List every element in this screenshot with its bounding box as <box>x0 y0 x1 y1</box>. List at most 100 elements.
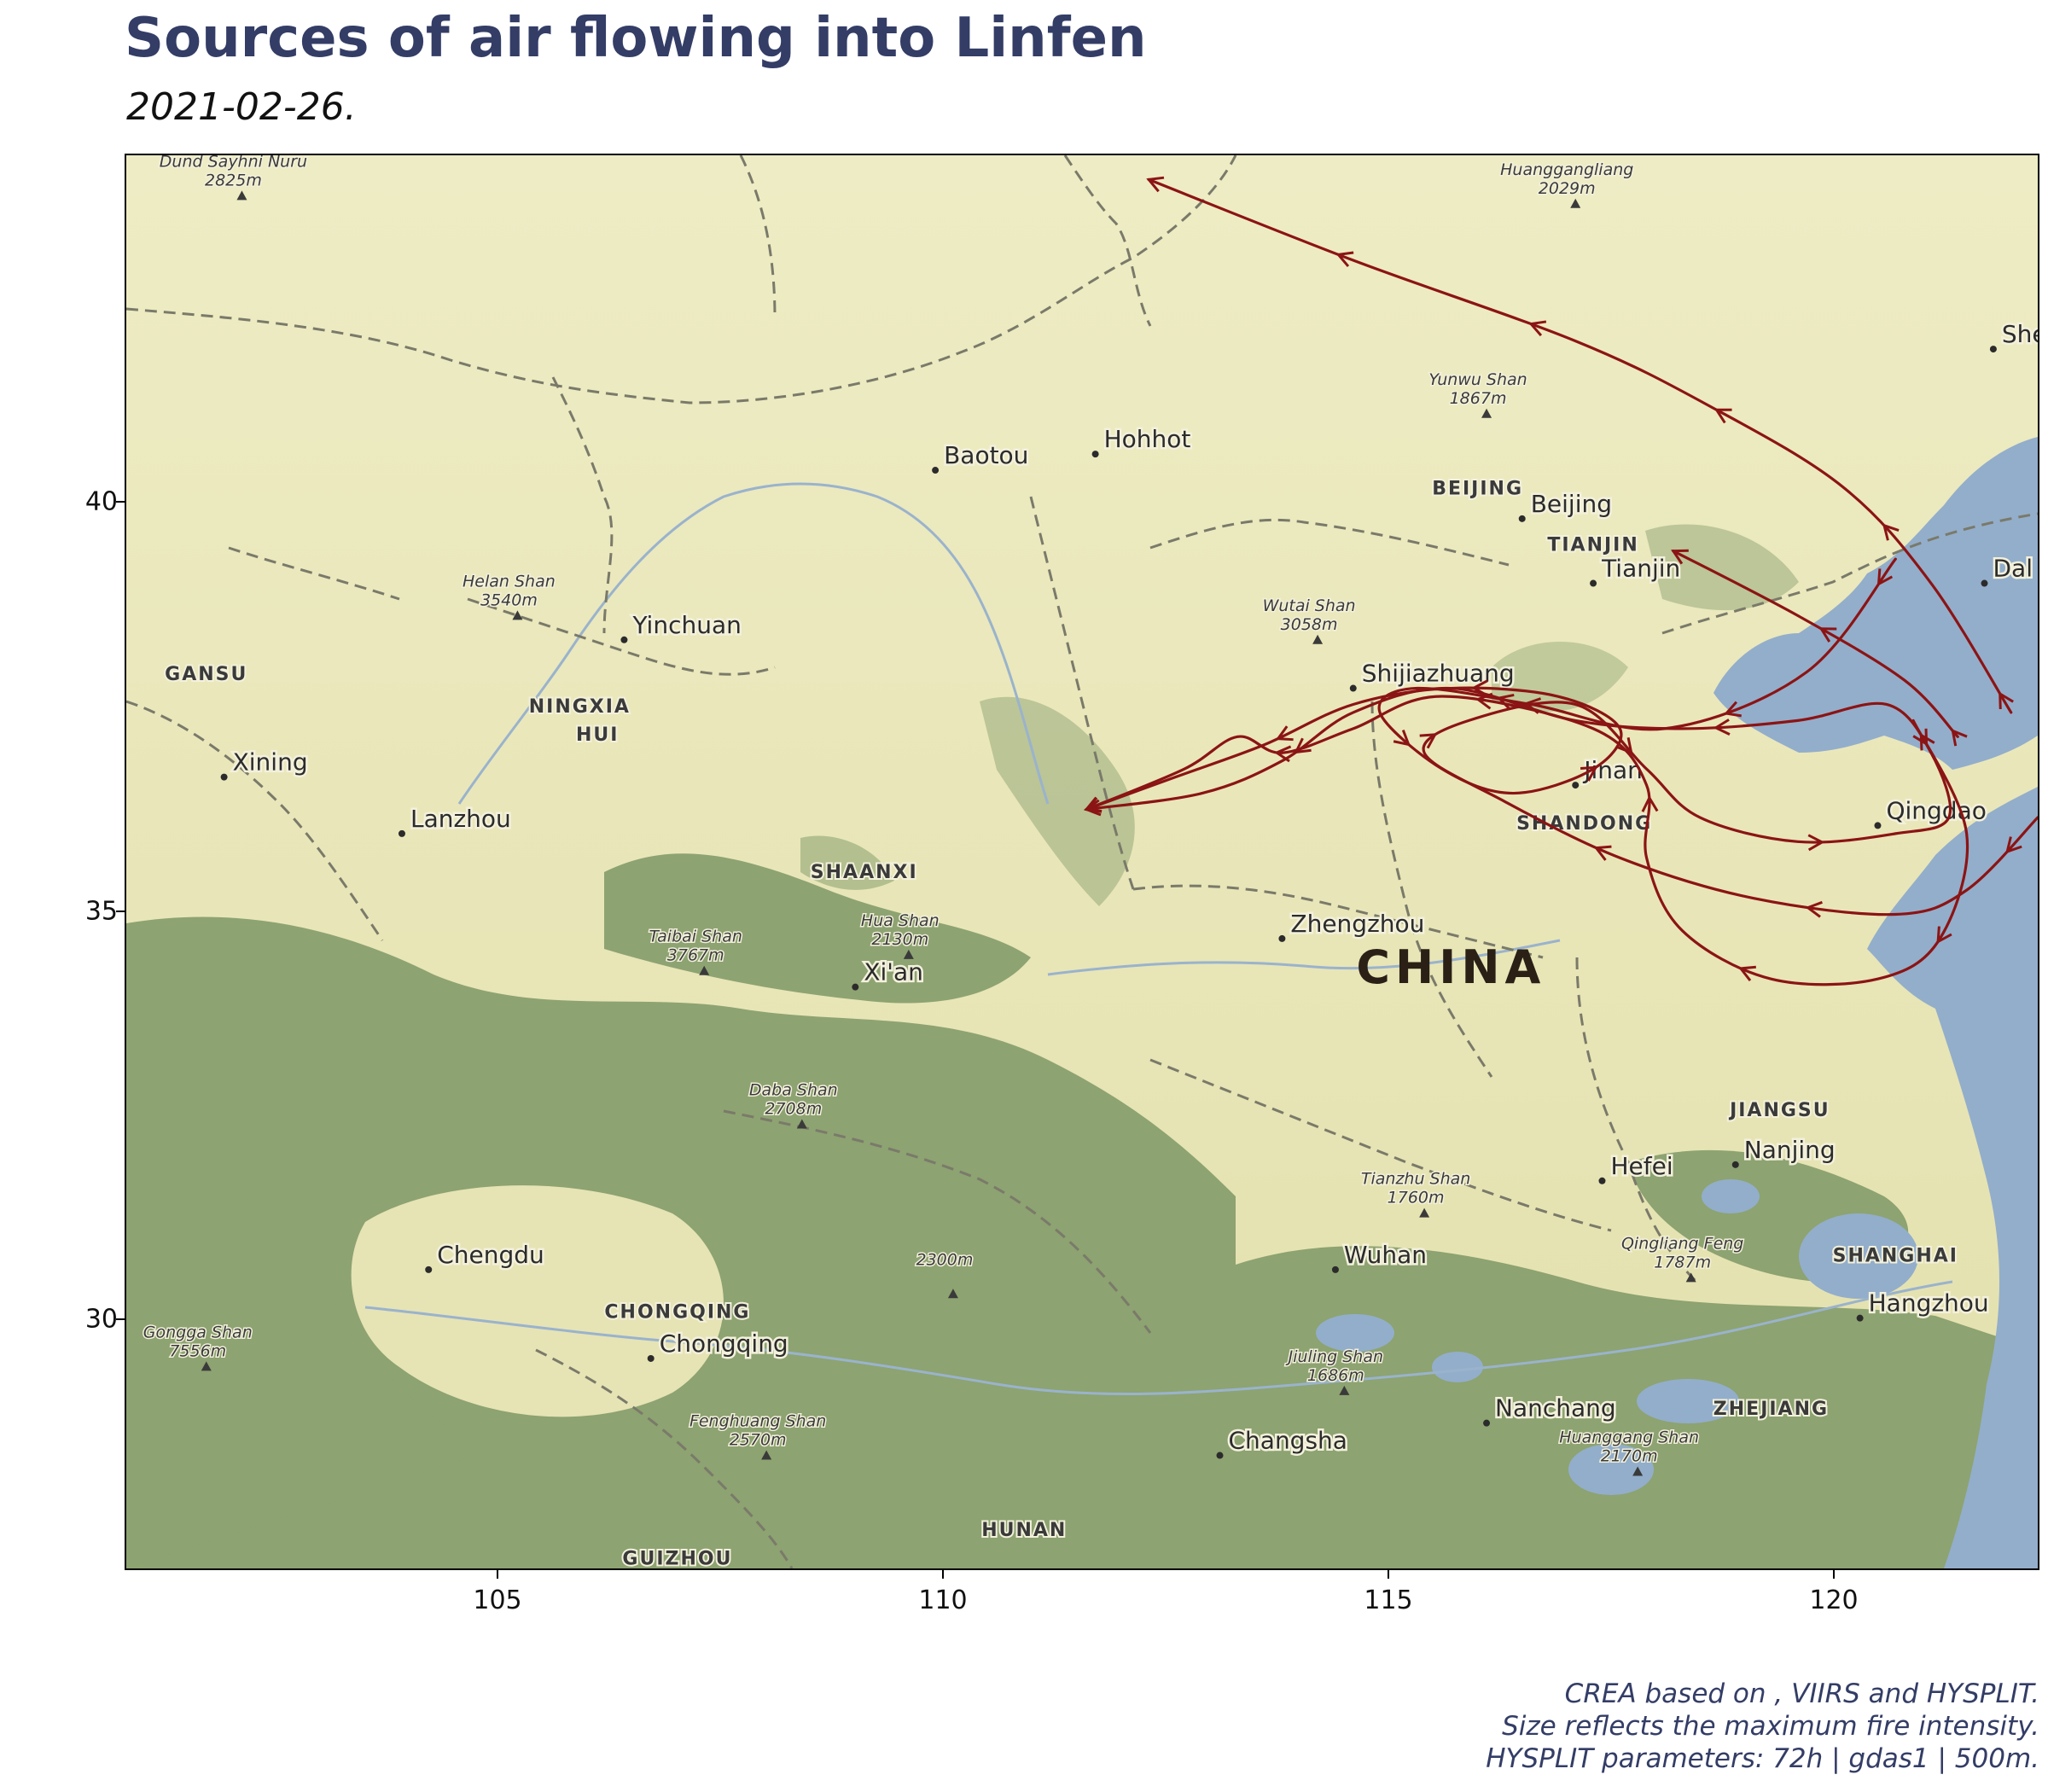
trajectory-arrow-icon <box>1671 549 1689 565</box>
lakes <box>1316 1179 1918 1495</box>
city-label[interactable]: Xining <box>230 746 310 778</box>
map-panel[interactable]: Dund Sayhni Nuru 2825m Huanggangliang 2029m… <box>125 154 2039 1570</box>
region-label: ZHEJIANG <box>1713 1399 1829 1420</box>
peak-elevation: 1867m <box>1450 389 1507 408</box>
x-tick-label-115: 115 <box>1364 1585 1413 1615</box>
peak-marker-icon <box>1339 1385 1350 1395</box>
region-label: SHAANXI <box>811 862 918 883</box>
trajectory-arrow-icon <box>1146 176 1165 193</box>
city-label[interactable]: Chongqing <box>657 1327 790 1359</box>
city-label[interactable]: Hangzhou <box>1866 1287 1991 1319</box>
trajectory-arrow-icon <box>1419 733 1438 749</box>
caption-line-2: Size reflects the maximum fire intensity… <box>1502 1711 2039 1742</box>
peak-name: 2300m <box>916 1250 973 1269</box>
peak-name: Hua Shan <box>861 911 940 930</box>
peak-name: Wutai Shan <box>1263 596 1356 615</box>
city-label[interactable]: Qingdao <box>1884 794 1988 827</box>
trajectory-arrow-icon <box>1616 736 1633 755</box>
peak-marker-icon <box>796 1119 807 1129</box>
peak-name: Tianzhu Shan <box>1361 1170 1470 1189</box>
city-marker-icon <box>1989 346 1997 353</box>
city-marker-icon <box>1598 1177 1606 1184</box>
city-label[interactable]: Nanchang <box>1493 1392 1619 1424</box>
city-marker-icon <box>647 1354 655 1362</box>
region-label: GANSU <box>165 664 247 685</box>
peak-elevation: 1686m <box>1307 1366 1364 1385</box>
city-label[interactable]: Nanjing <box>1742 1133 1837 1166</box>
city-label[interactable]: Dal <box>1991 552 2035 585</box>
trajectory-arrow-icon <box>1593 845 1612 861</box>
trajectory-arrow-icon <box>1084 796 1103 812</box>
city-marker-icon <box>1981 579 1988 587</box>
city-marker-icon <box>1856 1314 1864 1322</box>
sichuan-basin <box>351 1185 724 1417</box>
trajectory-arrow-icon <box>1528 320 1547 337</box>
region-label: GUIZHOU <box>622 1548 732 1568</box>
city-marker-icon <box>1483 1419 1491 1427</box>
x-tickmark-120 <box>1833 1570 1835 1579</box>
peak-elevation: 1787m <box>1654 1253 1711 1271</box>
city-label[interactable]: Xi'an <box>862 956 926 988</box>
trajectory-arrow-icon <box>1713 719 1731 736</box>
peak-marker-icon <box>201 1361 212 1371</box>
peak-elevation: 3540m <box>480 591 538 609</box>
peak-marker-icon <box>903 949 914 959</box>
peak-name: Huanggangliang <box>1500 160 1633 179</box>
peak-marker-icon <box>1419 1207 1430 1218</box>
city-label[interactable]: Hefei <box>1609 1149 1675 1182</box>
city-marker-icon <box>1091 451 1099 458</box>
trajectory-arrow-icon <box>1882 523 1900 541</box>
sea-water <box>1713 437 2038 1568</box>
borders <box>126 155 2038 1568</box>
peak-marker-icon <box>512 610 523 620</box>
city-label[interactable]: Wuhan <box>1341 1238 1428 1271</box>
city-label[interactable]: Zhengzhou <box>1289 907 1427 940</box>
peak-elevation: 2708m <box>765 1100 822 1119</box>
region-label: TIANJIN <box>1547 535 1638 556</box>
peak-name: Qingliang Feng <box>1621 1234 1743 1253</box>
peak-marker-icon <box>699 965 710 975</box>
city-label[interactable]: Shijiazhuang <box>1359 657 1516 689</box>
trajectory-arrow-icon <box>1936 926 1952 945</box>
trajectory-arrow-icon <box>1738 965 1756 982</box>
city-marker-icon <box>1518 515 1526 522</box>
peak-name: Yunwu Shan <box>1428 370 1527 389</box>
trajectory-line[interactable] <box>1085 686 2038 916</box>
trajectory-arrow-icon <box>1912 728 1929 747</box>
city-marker-icon <box>1331 1265 1339 1273</box>
city-label[interactable]: Beijing <box>1528 487 1614 520</box>
city-marker-icon <box>852 983 859 991</box>
trajectory-arrow-icon <box>1335 251 1354 268</box>
x-tickmark-115 <box>1388 1570 1389 1579</box>
city-label[interactable]: Chengdu <box>435 1238 547 1271</box>
peak-marker-icon <box>1312 634 1324 644</box>
region-label: JIANGSU <box>1728 1100 1830 1121</box>
region-label: NINGXIA <box>529 696 631 718</box>
x-tickmark-105 <box>497 1570 498 1579</box>
peak-elevation: 3767m <box>667 946 724 965</box>
peak-elevation: 3058m <box>1281 615 1338 634</box>
city-label[interactable]: Tianjin <box>1599 552 1683 585</box>
caption-line-3: HYSPLIT parameters: 72h | gdas1 | 500m. <box>1486 1743 2039 1774</box>
city-marker-icon <box>1349 684 1357 692</box>
trajectory-arrow-icon <box>2005 836 2022 854</box>
city-label[interactable]: Changsha <box>1226 1424 1349 1457</box>
peak-elevation: 7556m <box>169 1341 226 1360</box>
city-label[interactable]: She <box>1999 318 2038 351</box>
trajectory-arrow-icon <box>1805 900 1823 918</box>
peak-name: Daba Shan <box>749 1081 838 1100</box>
trajectory-line[interactable] <box>1672 550 1959 738</box>
city-label[interactable]: Lanzhou <box>408 802 513 835</box>
region-label: HUI <box>576 724 619 746</box>
city-label[interactable]: Baotou <box>942 439 1031 472</box>
city-label[interactable]: Hohhot <box>1102 423 1193 456</box>
city-label[interactable]: Yinchuan <box>630 608 743 641</box>
trajectory-arrow-icon <box>1294 737 1312 754</box>
region-label: HUNAN <box>981 1520 1067 1541</box>
peak-name: Jiuling Shan <box>1285 1347 1383 1366</box>
y-tick-label-30: 30 <box>84 1304 118 1335</box>
trajectory-arrow-icon <box>1818 627 1837 643</box>
trajectory-arrow-icon <box>1807 834 1825 852</box>
peak-marker-icon <box>947 1289 958 1299</box>
